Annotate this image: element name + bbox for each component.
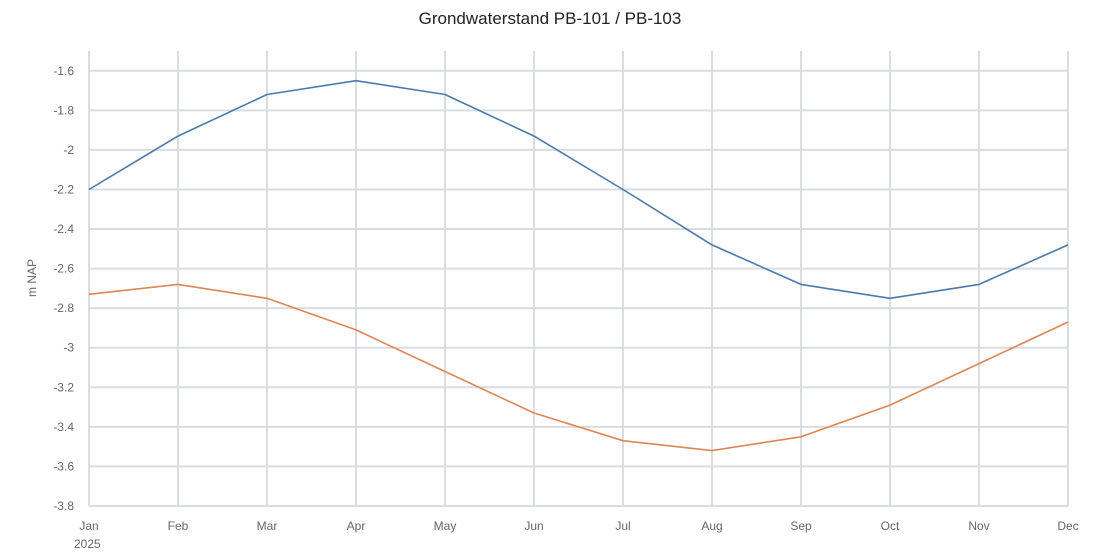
x-axis: Jan Feb Mar Apr May Jun Jul Aug Sep Oct Nov Dec — [79, 519, 1078, 533]
x-axis-year-label: 2025 — [74, 537, 101, 551]
x-tick-label: Jul — [615, 519, 630, 533]
y-tick-label: -3.6 — [53, 459, 74, 473]
x-tick-label: Apr — [347, 519, 366, 533]
y-tick-label: -3 — [63, 341, 74, 355]
y-tick-label: -3.4 — [53, 420, 74, 434]
y-tick-label: -1.6 — [53, 64, 74, 78]
series-line-1 — [88, 79, 1069, 300]
chart-title: Grondwaterstand PB-101 / PB-103 — [418, 9, 682, 28]
y-tick-label: -3.8 — [53, 499, 74, 513]
x-tick-label: Oct — [881, 519, 900, 533]
y-tick-label: -2.2 — [53, 182, 74, 196]
y-tick-label: -2 — [63, 143, 74, 157]
x-tick-label: Mar — [257, 519, 278, 533]
x-tick-label: Feb — [168, 519, 189, 533]
y-tick-label: -2.6 — [53, 262, 74, 276]
y-tick-label: -1.8 — [53, 103, 74, 117]
series-layer — [88, 79, 1069, 452]
x-tick-label: Jun — [524, 519, 543, 533]
x-tick-label: Jan — [79, 519, 98, 533]
x-tick-label: Aug — [701, 519, 722, 533]
series-line-2 — [88, 283, 1069, 452]
x-tick-label: May — [434, 519, 457, 533]
x-tick-label: Nov — [968, 519, 989, 533]
y-axis-title: m NAP — [25, 259, 39, 297]
y-axis: -3.8 -3.6 -3.4 -3.2 -3 -2.8 -2.6 -2.4 -2.2 -2 -1.8… — [53, 64, 74, 513]
y-tick-label: -3.2 — [53, 380, 74, 394]
x-tick-label: Sep — [790, 519, 812, 533]
y-tick-label: -2.8 — [53, 301, 74, 315]
y-tick-label: -2.4 — [53, 222, 74, 236]
x-tick-label: Dec — [1057, 519, 1078, 533]
grid — [88, 51, 1069, 507]
